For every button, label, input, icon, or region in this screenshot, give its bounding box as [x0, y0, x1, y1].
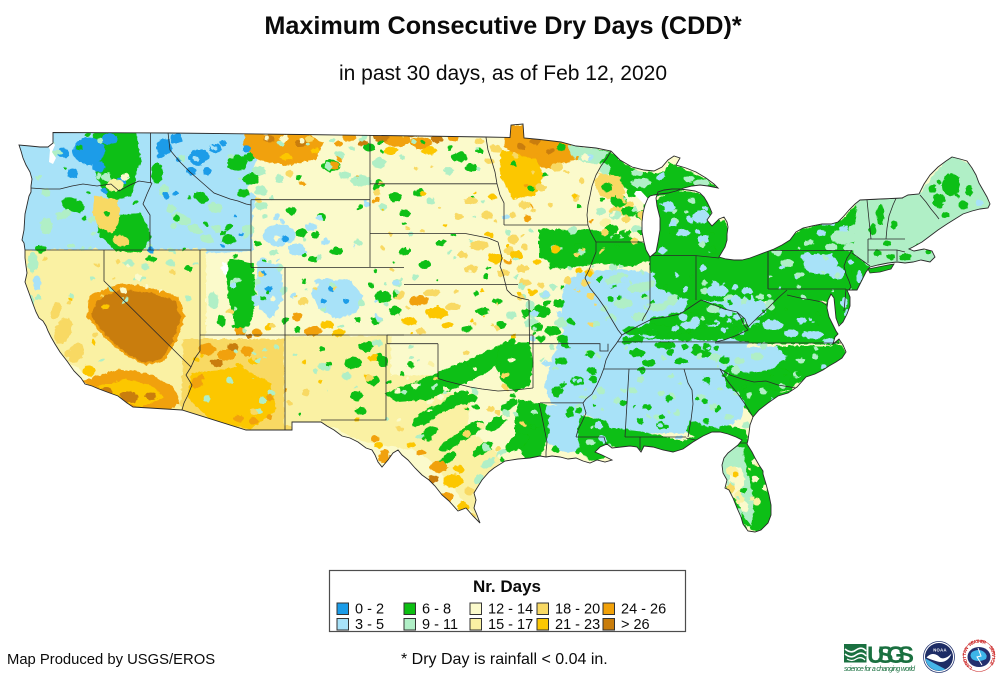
svg-text:6 - 8: 6 - 8 [422, 602, 451, 618]
svg-text:O: O [962, 658, 968, 663]
svg-text:21 - 23: 21 - 23 [555, 617, 600, 633]
svg-text:E: E [989, 661, 995, 666]
svg-text:A: A [973, 639, 978, 645]
svg-text:L: L [968, 665, 973, 671]
svg-text:T: T [976, 639, 980, 644]
svg-text:I: I [962, 657, 967, 659]
svg-text:W: W [967, 640, 974, 647]
svg-text:Map Produced by USGS/EROS: Map Produced by USGS/EROS [7, 652, 215, 668]
svg-text:E: E [980, 639, 984, 645]
svg-text:in past 30 days, as of Feb 12,: in past 30 days, as of Feb 12, 2020 [339, 62, 667, 85]
svg-text:A: A [965, 662, 971, 668]
svg-text:N: N [963, 660, 969, 666]
svg-text:0 - 2: 0 - 2 [355, 602, 384, 618]
svg-text:15 - 17: 15 - 17 [488, 617, 533, 633]
svg-text:NOAA: NOAA [933, 648, 947, 653]
svg-text:V: V [991, 654, 996, 658]
svg-text:R: R [991, 650, 997, 655]
svg-text:24 - 26: 24 - 26 [621, 602, 666, 618]
svg-text:Nr. Days: Nr. Days [473, 577, 541, 596]
svg-text:12 - 14: 12 - 14 [488, 602, 533, 618]
svg-text:H: H [978, 639, 982, 644]
svg-text:A: A [962, 648, 968, 653]
svg-text:S: S [988, 645, 994, 650]
svg-text:science for a changing world: science for a changing world [844, 666, 916, 673]
svg-text:E: E [990, 648, 996, 653]
svg-text:N: N [963, 645, 969, 651]
svg-text:Maximum Consecutive Dry Days (: Maximum Consecutive Dry Days (CDD)* [264, 12, 741, 40]
svg-text:* Dry Day is rainfall < 0.04 i: * Dry Day is rainfall < 0.04 in. [401, 651, 608, 668]
svg-text:> 26: > 26 [621, 617, 650, 633]
svg-text:C: C [990, 659, 996, 664]
svg-text:T: T [962, 653, 967, 657]
svg-text:USGS: USGS [867, 642, 914, 669]
svg-text:E: E [970, 640, 975, 646]
svg-text:R: R [982, 639, 988, 645]
svg-text:3 - 5: 3 - 5 [355, 617, 384, 633]
svg-text:9 - 11: 9 - 11 [422, 617, 458, 633]
svg-text:18 - 20: 18 - 20 [555, 602, 600, 618]
svg-text:I: I [991, 657, 996, 659]
